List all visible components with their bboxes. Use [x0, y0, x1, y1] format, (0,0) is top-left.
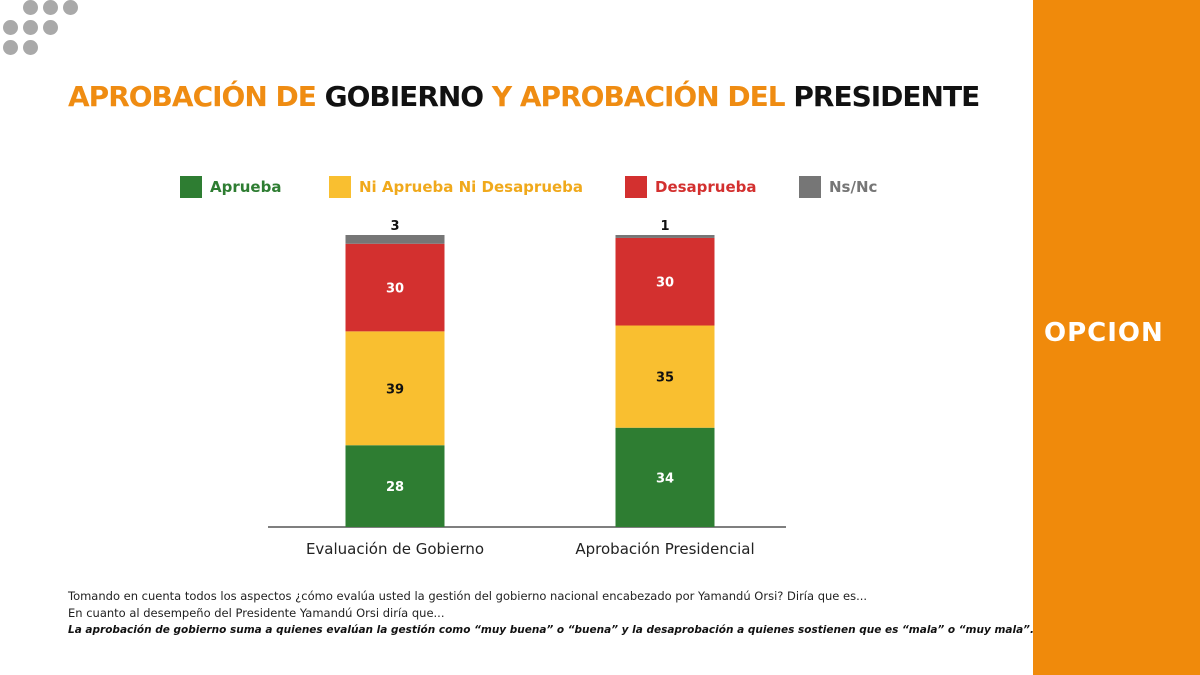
- bar-segment: [345, 445, 445, 527]
- note-question-1: Tomando en cuenta todos los aspectos ¿có…: [68, 589, 868, 603]
- data-label: 30: [386, 282, 404, 297]
- data-label: 28: [386, 480, 404, 495]
- bar-segment: [345, 331, 445, 446]
- bar-segment: [615, 237, 715, 326]
- bar-segment: [615, 325, 715, 428]
- data-label: 1: [660, 219, 669, 234]
- opcion-logo: OPCION: [1044, 318, 1164, 348]
- note-definition: La aprobación de gobierno suma a quienes…: [68, 624, 1034, 636]
- legend-ni: Ni Aprueba Ni Desaprueba: [329, 176, 583, 198]
- data-label: 35: [656, 371, 674, 386]
- bar-segment: [345, 235, 445, 244]
- brand-sidebar: [1033, 0, 1200, 675]
- bar-segment: [615, 235, 715, 238]
- bar-segment: [345, 243, 445, 332]
- stacked-bar-chart: 28 39 30 3 Evaluación de Gobierno 34 35 30 1 Apro…: [268, 219, 786, 558]
- footnotes: Tomando en cuenta todos los aspectos ¿có…: [68, 588, 1034, 639]
- page-title: APROBACIÓN DE GOBIERNO Y APROBACIÓN DEL …: [68, 80, 980, 113]
- data-label: 3: [390, 219, 399, 234]
- category-label: Aprobación Presidencial: [575, 540, 754, 558]
- data-label: 39: [386, 382, 404, 397]
- legend-nsnc: Ns/Nc: [799, 176, 877, 198]
- data-label: 30: [656, 276, 674, 291]
- bar-segment: [615, 427, 715, 527]
- note-question-2: En cuanto al desempeño del Presidente Ya…: [68, 606, 445, 620]
- legend-desaprueba: Desaprueba: [625, 176, 757, 198]
- category-label: Evaluación de Gobierno: [306, 540, 484, 558]
- data-label: 34: [656, 471, 674, 486]
- legend-aprueba: Aprueba: [180, 176, 281, 198]
